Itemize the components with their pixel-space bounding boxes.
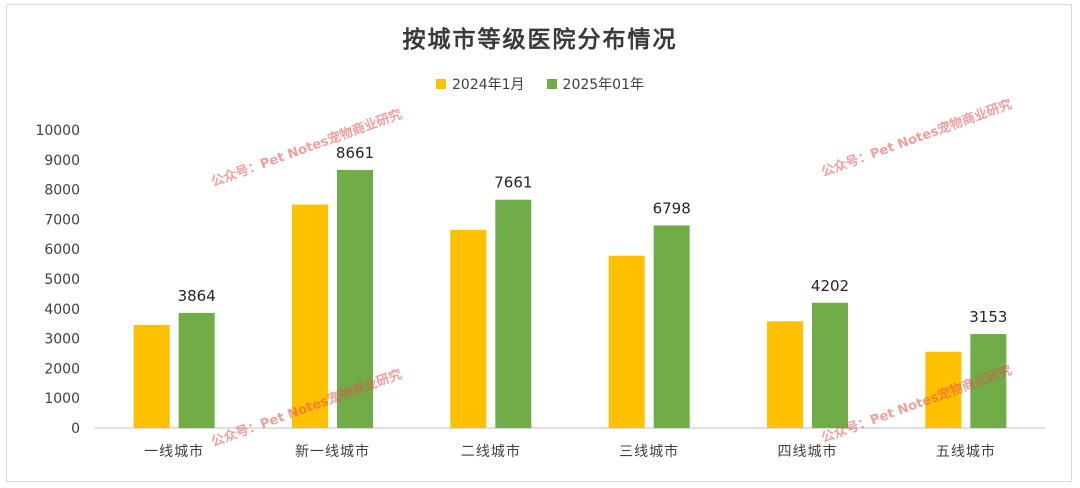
data-label: 6798: [653, 199, 691, 217]
y-tick-label: 4000: [44, 302, 80, 318]
x-category-label: 一线城市: [144, 443, 204, 460]
data-label: 3153: [969, 308, 1007, 326]
bar-2025: [653, 225, 690, 428]
y-tick-label: 2000: [44, 361, 80, 377]
bar-2025: [812, 302, 848, 428]
bar-2024: [925, 351, 962, 428]
y-tick-label: 5000: [44, 272, 80, 288]
data-label: 7661: [494, 174, 532, 192]
x-category-label: 新一线城市: [295, 443, 370, 460]
y-tick-label: 6000: [44, 242, 80, 258]
legend-label-2024: 2024年1月: [452, 77, 525, 93]
data-label: 4202: [811, 277, 849, 295]
bar-2024: [133, 324, 170, 428]
bar-2024: [292, 204, 328, 428]
y-tick-label: 8000: [44, 183, 80, 199]
bar-2025: [495, 199, 532, 428]
legend-label-2025: 2025年01年: [562, 77, 644, 93]
x-category-label: 三线城市: [619, 443, 679, 460]
bar-2024: [450, 229, 487, 428]
legend-item-2024: 2024年1月: [436, 74, 525, 94]
bar-2024: [767, 321, 803, 428]
x-category-label: 五线城市: [936, 443, 996, 460]
x-category-label: 二线城市: [461, 443, 521, 460]
legend-swatch-2024: [436, 79, 446, 89]
bar-2024: [608, 255, 645, 428]
data-label: 3864: [178, 287, 216, 305]
chart-legend: 2024年1月 2025年01年: [0, 74, 1080, 94]
chart-title: 按城市等级医院分布情况: [402, 26, 678, 53]
legend-swatch-2025: [546, 79, 557, 89]
x-category-label: 四线城市: [778, 443, 838, 460]
y-tick-label: 3000: [44, 332, 80, 348]
bar-2025: [337, 169, 373, 428]
y-tick-label: 9000: [44, 153, 80, 169]
y-tick-label: 1000: [44, 391, 80, 407]
watermark-text: 公众号：Pet Notes宠物商业研究: [819, 96, 1014, 180]
data-label: 8661: [336, 144, 374, 162]
y-tick-label: 0: [71, 421, 80, 437]
legend-item-2025: 2025年01年: [546, 74, 644, 94]
bar-2025: [970, 334, 1007, 428]
y-tick-label: 10000: [35, 123, 80, 139]
y-tick-label: 7000: [44, 212, 80, 228]
watermark-text: 公众号：Pet Notes宠物商业研究: [209, 106, 404, 190]
bar-2025: [178, 312, 215, 428]
